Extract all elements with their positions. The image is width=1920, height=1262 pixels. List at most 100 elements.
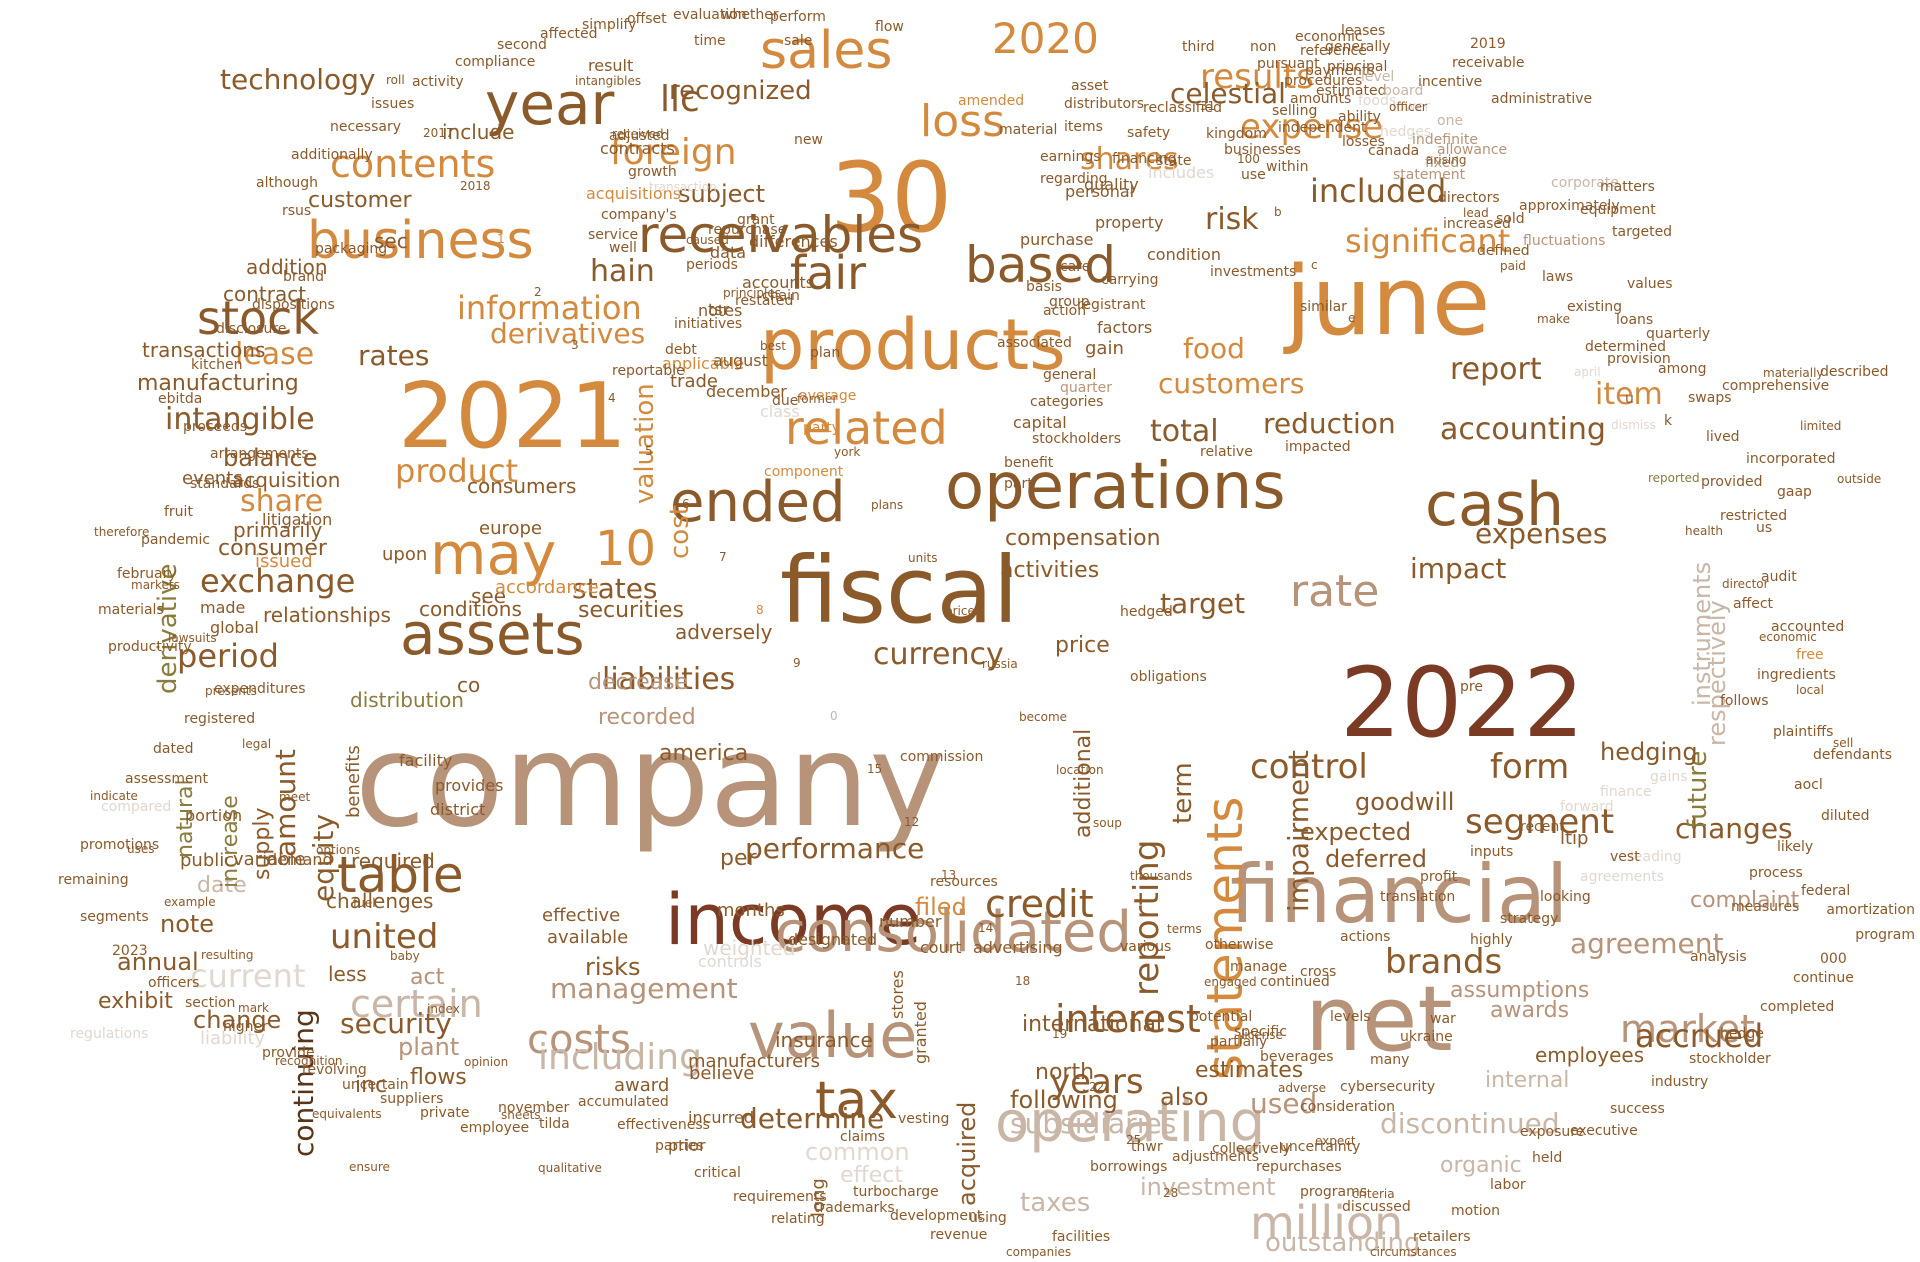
cloud-word: information (457, 289, 642, 327)
cloud-word: packaging (315, 241, 388, 257)
cloud-word: relationships (263, 603, 391, 627)
cloud-word: note (160, 910, 215, 938)
cloud-word: state (1156, 153, 1192, 169)
cloud-word: described (1820, 364, 1889, 380)
cloud-word: license (1241, 1028, 1283, 1042)
cloud-word: arising (1426, 153, 1467, 167)
cloud-word: carrying (1101, 272, 1159, 288)
cloud-word: stockholder (1689, 1051, 1771, 1067)
cloud-word: legal (242, 737, 272, 751)
cloud-word: available (547, 927, 629, 948)
cloud-word: activities (1000, 558, 1100, 583)
cloud-word: operations (945, 450, 1286, 524)
cloud-word: years (1050, 1062, 1144, 1102)
cloud-word: celestial (1170, 77, 1286, 110)
cloud-word: balance (223, 444, 318, 472)
cloud-word: issues (371, 96, 415, 112)
cloud-word: statement (1393, 167, 1466, 183)
cloud-word: materially (1763, 366, 1824, 380)
cloud-word: affect (1733, 596, 1774, 612)
cloud-word: matters (1600, 179, 1655, 195)
cloud-word: 14 (978, 921, 994, 935)
cloud-word: year (485, 70, 615, 138)
cloud-word: consideration (1300, 1099, 1395, 1115)
cloud-word: challenges (326, 889, 434, 913)
cloud-word: material (999, 122, 1058, 138)
cloud-word: august (713, 351, 768, 370)
cloud-word: continue (1793, 970, 1854, 986)
cloud-word: reclassified (1143, 100, 1223, 116)
cloud-word: provided (1701, 474, 1763, 490)
cloud-word: adjustments (1172, 1149, 1259, 1165)
cloud-word: flows (410, 1065, 467, 1090)
cloud-word: controls (698, 952, 762, 971)
cloud-word: security (340, 1007, 452, 1040)
cloud-word: stores (888, 970, 907, 1019)
cloud-word: including (538, 1037, 702, 1078)
cloud-word: consumer (218, 536, 327, 561)
cloud-word: pandemic (141, 532, 211, 548)
cloud-word: compensation (1005, 526, 1161, 551)
cloud-word: pre (1460, 679, 1483, 695)
cloud-word: laws (1542, 269, 1574, 285)
cloud-word: issued (255, 551, 313, 572)
cloud-word: assessment (125, 771, 208, 787)
cloud-word: llc (660, 79, 700, 120)
cloud-word: investment (1140, 1173, 1276, 1201)
cloud-word: estimated (1316, 83, 1387, 99)
cloud-word: upon (382, 544, 428, 565)
cloud-word: amended (958, 93, 1025, 109)
cloud-word: product (395, 452, 519, 490)
cloud-word: russia (982, 657, 1018, 671)
cloud-word: expense (1240, 107, 1384, 147)
cloud-word: average (799, 388, 857, 404)
cloud-word: foods (1358, 93, 1397, 109)
cloud-word: manufacturing (137, 371, 299, 396)
cloud-word: second (497, 37, 547, 53)
cloud-word: offset (627, 11, 667, 27)
cloud-word: claims (840, 1129, 885, 1145)
cloud-word: 9 (793, 656, 801, 670)
cloud-word: payments (1305, 63, 1375, 79)
cloud-word: weighted (703, 936, 796, 960)
cloud-word: labor (1490, 1177, 1526, 1193)
cloud-word: plant (398, 1033, 460, 1061)
cloud-word: audit (1761, 569, 1797, 585)
cloud-word: granted (911, 1001, 930, 1064)
cloud-word: lead (1463, 206, 1489, 220)
cloud-word: related (785, 401, 948, 455)
cloud-word: level (1361, 69, 1395, 85)
cloud-word: transactions (142, 338, 266, 362)
cloud-word: circumstances (1370, 1245, 1457, 1259)
cloud-word: annual (117, 948, 199, 976)
cloud-word: reporting (1127, 839, 1167, 996)
cloud-word: contents (330, 142, 496, 186)
cloud-word: engaged (1204, 975, 1257, 989)
cloud-word: adverse (1278, 1081, 1327, 1095)
cloud-word: terms (1167, 922, 1202, 936)
cloud-word: derivatives (490, 317, 646, 350)
cloud-word: kingdom (1206, 126, 1267, 142)
cloud-word: partially (1210, 1034, 1268, 1050)
cloud-word: distribution (350, 688, 464, 712)
cloud-word: materials (98, 602, 164, 618)
cloud-word: translation (1380, 889, 1456, 905)
cloud-word: technology (220, 63, 376, 96)
cloud-word: products (760, 304, 1066, 386)
cloud-word: form (1490, 747, 1570, 787)
cloud-word: incentive (1418, 74, 1483, 90)
cloud-word: variable (233, 849, 306, 870)
cloud-word: defined (1477, 243, 1530, 259)
cloud-word: contract (223, 282, 307, 306)
cloud-word: third (1182, 39, 1215, 55)
cloud-word: ability (1338, 109, 1381, 125)
cloud-word: chain (762, 288, 800, 304)
cloud-word: kitchen (191, 357, 243, 373)
cloud-word: asset (1071, 78, 1109, 94)
cloud-word: credit (985, 882, 1094, 926)
cloud-word: process (1749, 865, 1803, 881)
cloud-word: value (748, 999, 918, 1072)
cloud-word: compared (101, 799, 172, 815)
cloud-word: risk (1205, 202, 1259, 237)
cloud-word: determined (1585, 339, 1667, 355)
